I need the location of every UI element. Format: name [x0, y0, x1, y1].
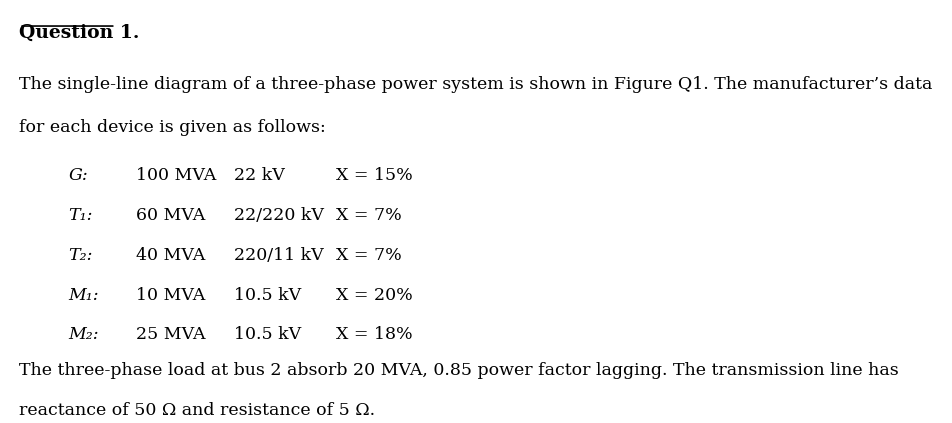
Text: 10 MVA: 10 MVA — [136, 286, 206, 304]
Text: X = 20%: X = 20% — [336, 286, 412, 304]
Text: X = 18%: X = 18% — [336, 326, 412, 343]
Text: X = 7%: X = 7% — [336, 247, 402, 264]
Text: reactance of 50 Ω and resistance of 5 Ω.: reactance of 50 Ω and resistance of 5 Ω. — [19, 402, 375, 419]
Text: Question 1.: Question 1. — [19, 24, 140, 42]
Text: M₁:: M₁: — [69, 286, 99, 304]
Text: The three-phase load at bus 2 absorb 20 MVA, 0.85 power factor lagging. The tran: The three-phase load at bus 2 absorb 20 … — [19, 362, 899, 379]
Text: 22/220 kV: 22/220 kV — [234, 207, 324, 224]
Text: 10.5 kV: 10.5 kV — [234, 326, 301, 343]
Text: M₂:: M₂: — [69, 326, 99, 343]
Text: 40 MVA: 40 MVA — [136, 247, 206, 264]
Text: T₁:: T₁: — [69, 207, 92, 224]
Text: X = 7%: X = 7% — [336, 207, 402, 224]
Text: X = 15%: X = 15% — [336, 167, 412, 184]
Text: 220/11 kV: 220/11 kV — [234, 247, 324, 264]
Text: 22 kV: 22 kV — [234, 167, 285, 184]
Text: 25 MVA: 25 MVA — [136, 326, 206, 343]
Text: T₂:: T₂: — [69, 247, 92, 264]
Text: 60 MVA: 60 MVA — [136, 207, 206, 224]
Text: The single-line diagram of a three-phase power system is shown in Figure Q1. The: The single-line diagram of a three-phase… — [19, 76, 933, 93]
Text: 100 MVA: 100 MVA — [136, 167, 216, 184]
Text: 10.5 kV: 10.5 kV — [234, 286, 301, 304]
Text: for each device is given as follows:: for each device is given as follows: — [19, 119, 326, 137]
Text: G:: G: — [69, 167, 88, 184]
